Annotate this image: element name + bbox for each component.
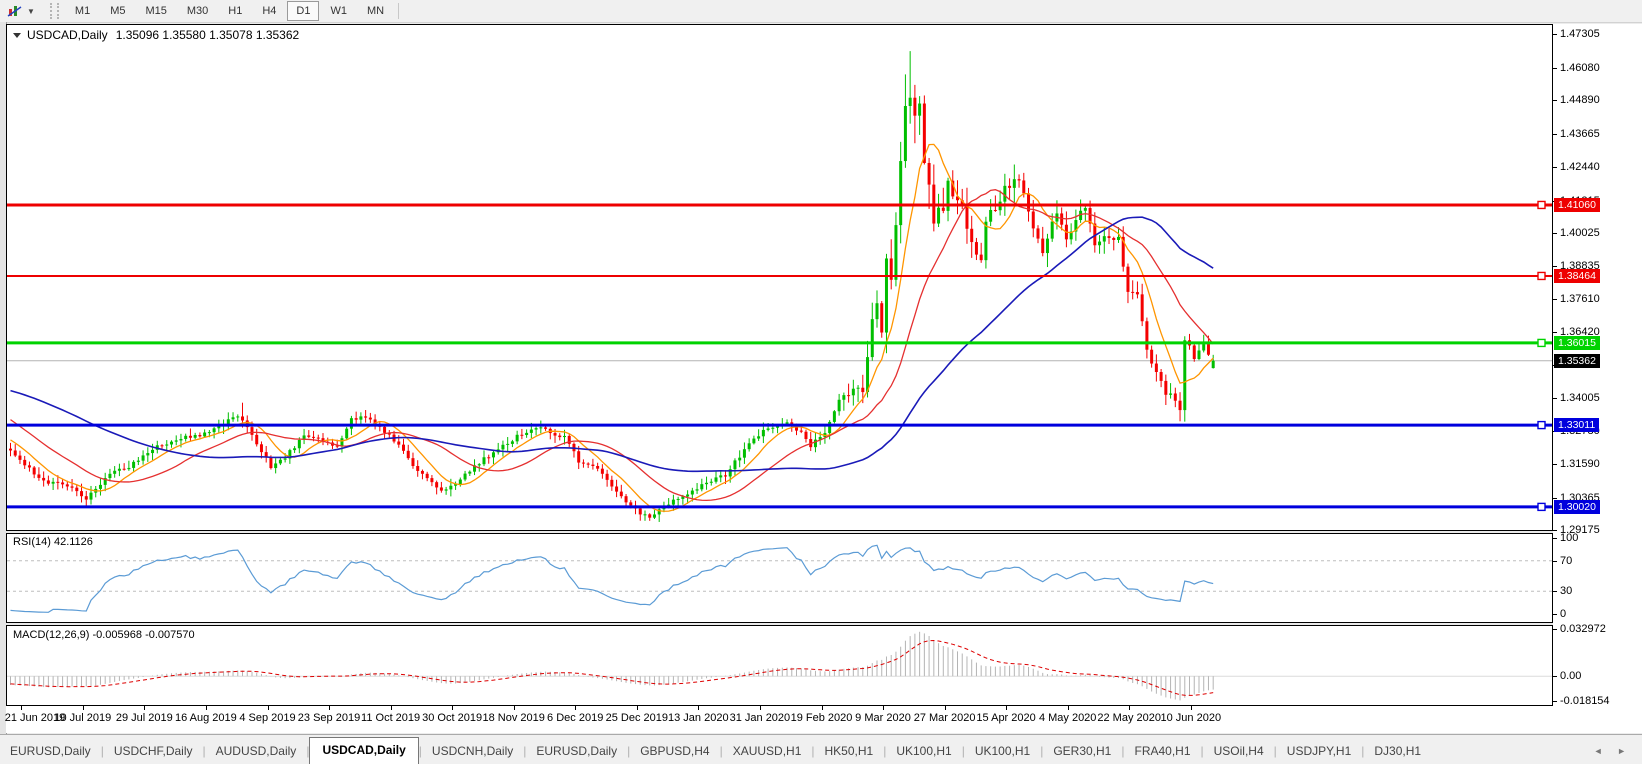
moving-average-21 bbox=[10, 189, 1214, 502]
timeframe-button-mn[interactable]: MN bbox=[366, 5, 385, 17]
chart-header: USDCAD,Daily 1.35096 1.35580 1.35078 1.3… bbox=[13, 28, 299, 42]
moving-average-55 bbox=[10, 216, 1214, 473]
chart-ohlc-values: 1.35096 1.35580 1.35078 1.35362 bbox=[115, 28, 300, 42]
tab-separator: | bbox=[883, 744, 887, 758]
rsi-panel[interactable] bbox=[6, 533, 1553, 623]
tab-separator: | bbox=[811, 744, 815, 758]
timeframe-button-w1[interactable]: W1 bbox=[330, 5, 347, 17]
chart-tab-bar: EURUSD,Daily | USDCHF,Daily | AUDUSD,Daily | U… bbox=[0, 734, 1642, 764]
tab-scroll-right-icon[interactable]: ► bbox=[1617, 746, 1632, 756]
chevron-down-icon[interactable]: ▼ bbox=[27, 6, 35, 16]
hline-handle-1.30020[interactable] bbox=[1537, 502, 1546, 512]
rsi-canvas[interactable] bbox=[7, 534, 1552, 622]
hline-handle-1.41060[interactable] bbox=[1537, 200, 1546, 210]
tab-separator: | bbox=[1361, 744, 1365, 758]
timeframe-button-d1[interactable]: D1 bbox=[287, 1, 320, 21]
timeframe-button-h4[interactable]: H4 bbox=[262, 5, 277, 17]
tab-separator: | bbox=[418, 744, 422, 758]
panel-resize-separator-1[interactable] bbox=[6, 531, 1553, 533]
tab-usoil-h4[interactable]: USOil,H4 bbox=[1213, 744, 1264, 758]
tab-separator: | bbox=[1121, 744, 1125, 758]
toolbar-separator bbox=[398, 3, 400, 19]
tab-eurusd-daily[interactable]: EURUSD,Daily bbox=[536, 744, 618, 758]
hline-handle-1.38464[interactable] bbox=[1537, 271, 1546, 281]
tab-separator: | bbox=[719, 744, 723, 758]
chart-tabs: EURUSD,Daily | USDCHF,Daily | AUDUSD,Daily | U… bbox=[0, 737, 1431, 764]
tab-usdcnh-daily[interactable]: USDCNH,Daily bbox=[431, 744, 514, 758]
tab-fra40-h1[interactable]: FRA40,H1 bbox=[1134, 744, 1191, 758]
timeframe-button-m15[interactable]: M15 bbox=[145, 5, 167, 17]
moving-average-8 bbox=[10, 143, 1214, 512]
chart-symbol-label: USDCAD,Daily bbox=[27, 28, 108, 42]
indicator-icon bbox=[7, 6, 22, 17]
tab-xauusd-h1[interactable]: XAUUSD,H1 bbox=[732, 744, 802, 758]
tab-scroll-left-icon[interactable]: ◄ bbox=[1593, 746, 1609, 756]
tab-gbpusd-h4[interactable]: GBPUSD,H4 bbox=[640, 744, 710, 758]
tab-dj30-h1[interactable]: DJ30,H1 bbox=[1374, 744, 1422, 758]
macd-title: MACD(12,26,9) -0.005968 -0.007570 bbox=[13, 629, 195, 641]
timeframe-button-m5[interactable]: M5 bbox=[110, 5, 126, 17]
hline-handle-1.33011[interactable] bbox=[1537, 420, 1546, 430]
macd-signal-line bbox=[10, 639, 1214, 696]
top-toolbar: ▼ M1 M5 M15 M30 H1 H4 D1 W1 MN bbox=[0, 0, 1642, 23]
hline-handle-1.36015[interactable] bbox=[1537, 338, 1546, 348]
indicators-button[interactable]: ▼ bbox=[4, 3, 42, 19]
tab-separator: | bbox=[100, 744, 104, 758]
tab-separator: | bbox=[961, 744, 965, 758]
tab-separator: | bbox=[1200, 744, 1204, 758]
tab-uk100-h1[interactable]: UK100,H1 bbox=[896, 744, 952, 758]
macd-canvas[interactable] bbox=[7, 626, 1552, 705]
timeframe-button-h1[interactable]: H1 bbox=[228, 5, 243, 17]
tab-scroll-arrows[interactable]: ◄ ► bbox=[1594, 746, 1642, 764]
tab-usdchf-daily[interactable]: USDCHF,Daily bbox=[113, 744, 193, 758]
tab-uk100-h1[interactable]: UK100,H1 bbox=[974, 744, 1031, 758]
tab-eurusd-daily[interactable]: EURUSD,Daily bbox=[10, 744, 91, 758]
panel-resize-separator-2[interactable] bbox=[6, 623, 1553, 625]
macd-panel[interactable] bbox=[6, 625, 1553, 706]
tab-separator: | bbox=[627, 744, 631, 758]
collapse-triangle-icon[interactable] bbox=[13, 32, 21, 38]
timeframe-button-m30[interactable]: M30 bbox=[186, 5, 209, 17]
toolbar-grip bbox=[49, 3, 59, 19]
price-chart-panel[interactable] bbox=[6, 24, 1553, 531]
price-chart-canvas[interactable] bbox=[7, 25, 1552, 530]
tab-usdjpy-h1[interactable]: USDJPY,H1 bbox=[1286, 744, 1352, 758]
tab-separator: | bbox=[306, 744, 310, 758]
timeframe-toolbar: M1 M5 M15 M30 H1 H4 D1 W1 MN bbox=[65, 1, 394, 21]
tab-separator: | bbox=[202, 744, 206, 758]
rsi-line bbox=[10, 544, 1214, 613]
tab-separator: | bbox=[523, 744, 527, 758]
tab-separator: | bbox=[1273, 744, 1277, 758]
tab-hk50-h1[interactable]: HK50,H1 bbox=[824, 744, 874, 758]
timeframe-button-m1[interactable]: M1 bbox=[74, 5, 91, 17]
tab-separator: | bbox=[1040, 744, 1044, 758]
tab-audusd-daily[interactable]: AUDUSD,Daily bbox=[215, 744, 297, 758]
rsi-title: RSI(14) 42.1126 bbox=[13, 536, 93, 548]
tab-usdcad-daily[interactable]: USDCAD,Daily bbox=[309, 737, 419, 764]
tab-ger30-h1[interactable]: GER30,H1 bbox=[1053, 744, 1112, 758]
